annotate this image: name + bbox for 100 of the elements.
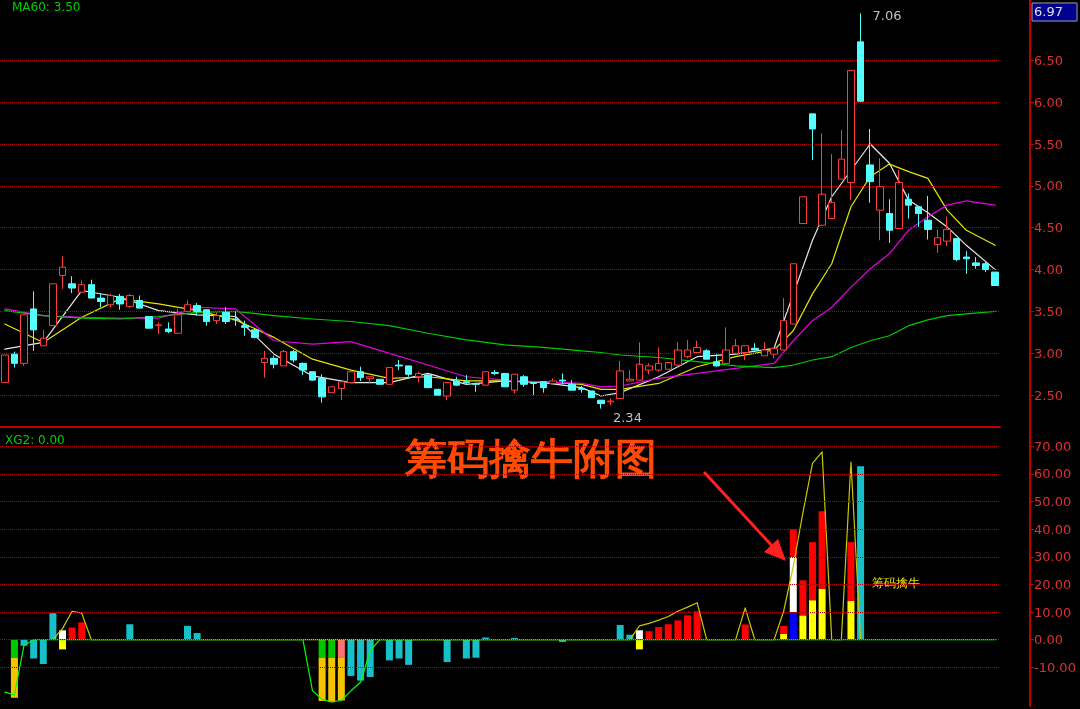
candlestick [886, 198, 893, 244]
candlestick [828, 153, 835, 220]
bar [693, 611, 701, 640]
bar [799, 615, 807, 640]
bar [559, 639, 566, 642]
candlestick [251, 328, 259, 339]
candlestick [299, 362, 307, 376]
candlestick [338, 380, 345, 401]
annotation: MA60: 3.50 [12, 0, 81, 14]
candlestick [309, 371, 316, 382]
candlestick [722, 326, 730, 364]
bar [337, 639, 345, 658]
candlestick [424, 372, 432, 389]
candlestick [578, 385, 585, 394]
bar [193, 633, 201, 640]
bar [366, 639, 374, 677]
candlestick [165, 321, 172, 334]
bar [645, 631, 653, 640]
bar [789, 529, 797, 557]
candlestick [934, 228, 941, 254]
candlestick [184, 300, 191, 313]
bar [780, 625, 788, 634]
bar [664, 624, 672, 640]
candlestick [963, 250, 970, 275]
candlestick [40, 329, 47, 347]
candlestick [895, 169, 903, 230]
candlestick [655, 346, 662, 373]
candlestick [472, 382, 480, 393]
candlestick [116, 293, 124, 311]
bar [59, 639, 66, 650]
line-series [4, 200, 996, 388]
y-tick-label: 3.00 [1034, 345, 1063, 361]
candlestick [11, 351, 18, 369]
candlestick [790, 263, 797, 325]
candlestick [943, 216, 951, 247]
bar [328, 657, 336, 703]
candlestick [395, 359, 403, 371]
bar [405, 639, 413, 665]
candlestick [193, 302, 201, 317]
candlestick [511, 373, 518, 395]
bar [857, 466, 865, 640]
candlestick [915, 206, 922, 228]
y-tick-label: 60.00 [1034, 466, 1072, 482]
y-tick-label: -10.00 [1034, 659, 1076, 675]
candlestick [607, 398, 614, 406]
bar [799, 580, 807, 616]
bar [635, 639, 643, 650]
candlestick [443, 382, 451, 401]
candlestick [549, 377, 557, 384]
candlestick [530, 382, 537, 396]
bar [674, 620, 682, 640]
candlestick [597, 399, 605, 410]
candlestick [261, 350, 268, 379]
y-tick-label: 6.50 [1034, 52, 1063, 68]
candlestick [59, 255, 66, 290]
bar [78, 622, 86, 640]
candlestick [674, 341, 682, 366]
bar [10, 639, 18, 658]
candlestick [1, 354, 9, 384]
candlestick [107, 293, 114, 308]
candlestick [809, 113, 816, 161]
candlestick [568, 379, 576, 391]
bar [68, 627, 76, 640]
bar [616, 625, 624, 640]
candlestick [155, 321, 162, 335]
candlestick [857, 12, 864, 102]
candlestick [30, 290, 37, 352]
candlestick [376, 378, 384, 385]
bar [357, 639, 365, 681]
y-tick-label: 4.00 [1034, 262, 1063, 278]
y-tick-label: 0.00 [1034, 632, 1063, 648]
candlestick [415, 371, 422, 384]
candlestick [905, 192, 912, 220]
annotation: 7.06 [872, 8, 902, 24]
candlestick [761, 341, 768, 357]
annotation: 2.34 [612, 409, 642, 425]
bar [318, 639, 326, 658]
candlestick [386, 367, 393, 385]
bar [818, 511, 826, 589]
bar [847, 542, 855, 602]
candlestick [203, 309, 210, 327]
y-tick-label: 3.50 [1034, 303, 1063, 319]
candlestick [741, 345, 749, 361]
bar [443, 639, 451, 663]
bar [809, 600, 816, 640]
candlestick [665, 362, 672, 370]
candlestick [751, 342, 759, 351]
line-series [4, 310, 996, 369]
candlestick [876, 157, 884, 241]
bar [847, 601, 855, 640]
candlestick [616, 360, 624, 400]
candlestick [770, 347, 778, 359]
candlestick [924, 195, 932, 240]
candlestick [520, 374, 528, 388]
candlestick [434, 388, 441, 396]
bar [741, 624, 749, 640]
candlestick [405, 365, 412, 378]
candlestick [20, 314, 28, 367]
candlestick [953, 238, 960, 262]
candlestick [97, 293, 105, 308]
